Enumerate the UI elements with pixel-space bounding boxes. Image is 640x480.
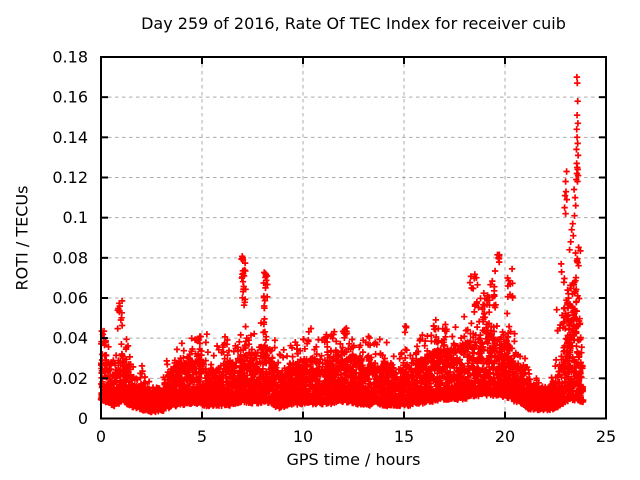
y-tick-label: 0 [78, 409, 88, 428]
y-tick-label: 0.1 [63, 208, 88, 227]
y-tick-label: 0.14 [52, 128, 88, 147]
x-tick-label: 5 [197, 427, 207, 446]
y-tick-label: 0.18 [52, 48, 88, 67]
x-tick-label: 10 [293, 427, 313, 446]
y-tick-label: 0.12 [52, 168, 88, 187]
x-tick-label: 15 [394, 427, 414, 446]
y-tick-label: 0.16 [52, 88, 88, 107]
y-tick-label: 0.06 [52, 289, 88, 308]
y-tick-label: 0.02 [52, 369, 88, 388]
y-tick-label: 0.04 [52, 329, 88, 348]
chart-title: Day 259 of 2016, Rate Of TEC Index for r… [141, 14, 566, 33]
y-tick-label: 0.08 [52, 248, 88, 267]
plot-border [100, 56, 607, 420]
x-tick-label: 20 [495, 427, 515, 446]
scatter-points [98, 73, 584, 415]
x-tick-label: 25 [596, 427, 616, 446]
x-axis-label: GPS time / hours [286, 450, 421, 469]
x-tick-label: 0 [96, 427, 106, 446]
